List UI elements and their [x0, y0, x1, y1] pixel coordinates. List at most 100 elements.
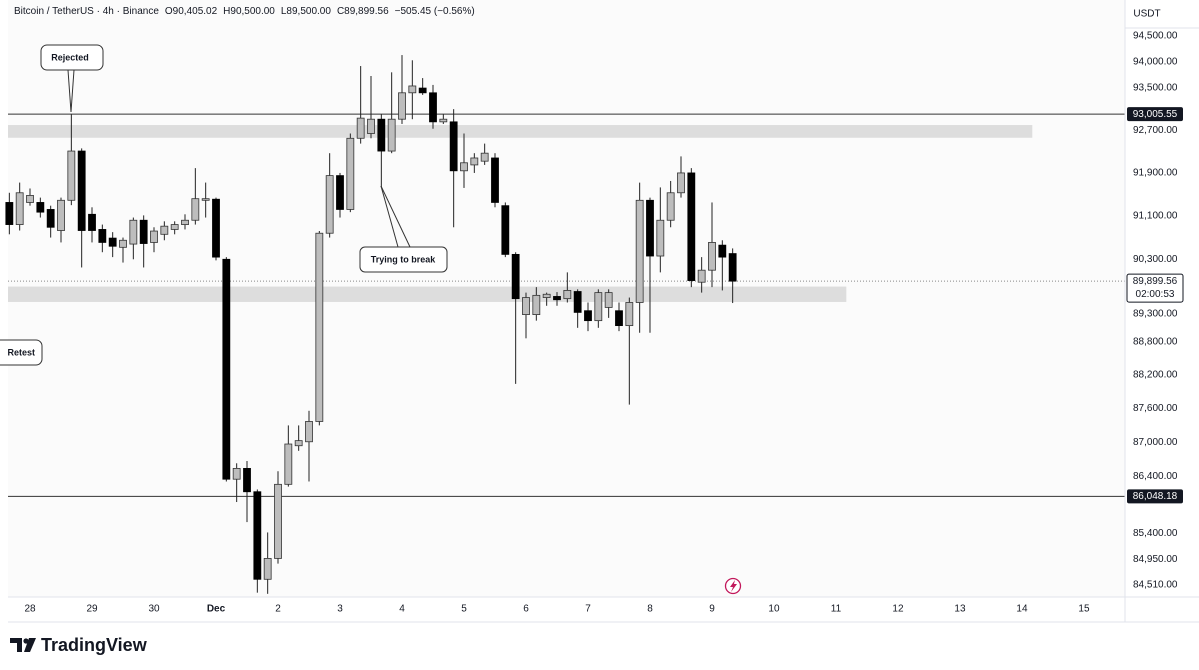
candle-body [460, 162, 468, 172]
candle-body [108, 237, 117, 247]
price-line-label: 86,048.18 [1133, 491, 1178, 502]
brand-name: TradingView [41, 635, 148, 655]
y-tick-label: 87,600.00 [1133, 403, 1178, 414]
y-tick-label: 88,200.00 [1133, 370, 1178, 381]
y-tick-label: 94,500.00 [1133, 30, 1178, 41]
brand-logo [23, 638, 29, 644]
x-tick-label: 3 [337, 604, 343, 615]
candle-body [212, 198, 220, 258]
candle-body [697, 269, 706, 283]
candle-body [687, 172, 696, 281]
candle-body [677, 172, 685, 194]
candle-body [449, 121, 458, 172]
candle-body [573, 291, 582, 313]
y-tick-label: 87,000.00 [1133, 437, 1178, 448]
candle-body [336, 175, 344, 210]
x-tick-label: 14 [1016, 604, 1028, 615]
y-tick-label: 92,700.00 [1133, 125, 1178, 136]
x-tick-label: 12 [892, 604, 904, 615]
candle-body [439, 118, 448, 123]
x-tick-label: 13 [954, 604, 966, 615]
last-price-label: 89,899.56 [1133, 276, 1178, 287]
candle-body [67, 150, 76, 201]
candle-body [718, 244, 727, 258]
candle-body [429, 92, 437, 123]
candle-body [553, 296, 561, 301]
candle-body [263, 558, 272, 580]
candle-body [398, 92, 406, 120]
candle-body [470, 157, 479, 166]
axis-layer: 94,500.00 94,000.00 93,500.00 92,700.00 91,9… [24, 30, 1184, 615]
brand-logo [24, 638, 36, 652]
y-tick-label: 91,100.00 [1133, 211, 1178, 222]
candle-body [139, 219, 148, 244]
y-tick-label: 84,510.00 [1133, 580, 1178, 591]
candle-body [532, 294, 541, 315]
candle-body [201, 198, 210, 201]
brand: TradingView [10, 635, 148, 655]
symbol-header: Bitcoin / TetherUS · 4h · Binance O90,40… [14, 6, 475, 17]
candle-body [150, 230, 158, 243]
y-tick-label: 91,900.00 [1133, 168, 1178, 179]
y-tick-label: 85,400.00 [1133, 528, 1178, 539]
callout-pointer [67, 69, 72, 113]
candle-body [46, 209, 55, 228]
candle-body [119, 239, 127, 248]
x-tick-label: 5 [461, 604, 467, 615]
candle-body [625, 302, 634, 327]
candle-body [305, 421, 313, 443]
y-tick-label: 93,500.00 [1133, 83, 1178, 94]
candle-body [635, 199, 644, 303]
candle-body [98, 229, 107, 243]
callout-pointer [70, 69, 75, 113]
candle-body [222, 258, 231, 480]
y-tick-label: 89,300.00 [1133, 309, 1178, 320]
x-tick-label: 6 [523, 604, 529, 615]
candle-body [377, 118, 386, 152]
candle-body [387, 118, 396, 152]
candle-body [26, 195, 34, 203]
x-tick-label: 11 [831, 604, 842, 615]
price-line-tag [1127, 107, 1183, 122]
callout-box [40, 44, 104, 71]
x-tick-label: 30 [148, 604, 160, 615]
candle-body [170, 224, 179, 230]
candle-body [294, 440, 303, 447]
candle-body [522, 297, 530, 315]
candle-body [160, 225, 169, 235]
candle-body [480, 152, 489, 162]
callout-box [359, 246, 448, 273]
brand-logo [10, 638, 22, 652]
break-callout: Trying to break [359, 185, 448, 273]
annotation-text: Trying to break [371, 254, 437, 264]
candle-body [243, 467, 251, 493]
y-tick-label: 94,000.00 [1133, 56, 1178, 67]
candle-body [5, 202, 14, 225]
candle-body [325, 175, 334, 234]
symbol: Bitcoin / TetherUS · 4h · Binance [14, 6, 159, 17]
event-icon [724, 577, 742, 595]
x-tick-label: 29 [86, 604, 98, 615]
candle-body [315, 232, 324, 422]
ohlc-change: −505.45 (−0.56%) [394, 6, 475, 17]
x-tick-label: 28 [24, 604, 36, 615]
candle-body [408, 85, 417, 94]
x-tick-label: 9 [709, 604, 715, 615]
candle-body [36, 202, 45, 213]
ohlc-high: H90,500.00 [223, 6, 275, 17]
candle-body [77, 150, 86, 231]
candle-body [584, 310, 592, 322]
candle-body [708, 242, 716, 271]
candle-body [511, 253, 520, 300]
candle-body [284, 443, 293, 485]
annotation-text: Rejected [51, 52, 89, 62]
candle-body [563, 290, 572, 300]
x-tick-label: 4 [399, 604, 405, 615]
ohlc-close: C89,899.56 [336, 6, 389, 17]
candle-body [346, 137, 355, 210]
candle-body [615, 310, 623, 327]
x-tick-label: 15 [1078, 604, 1090, 615]
candle-body [367, 118, 375, 134]
x-tick-label: 7 [585, 604, 591, 615]
